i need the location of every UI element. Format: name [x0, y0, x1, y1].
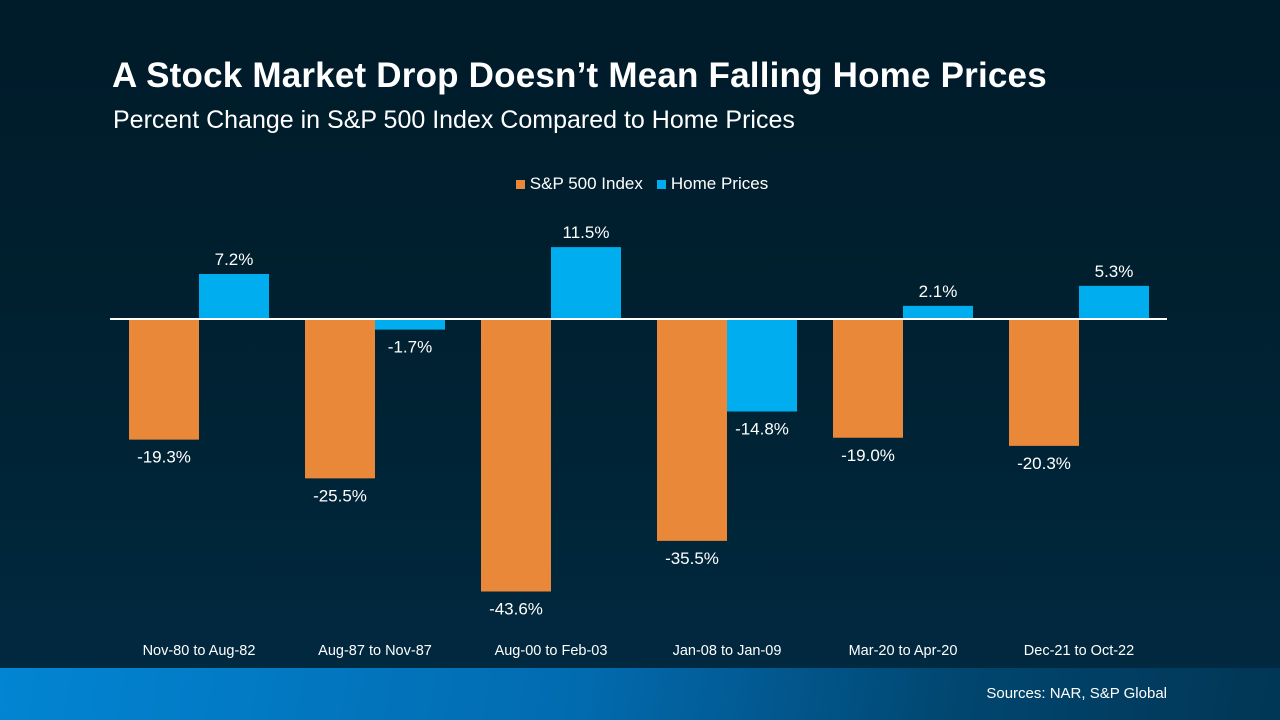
- bar-sp500: [1009, 319, 1079, 446]
- legend-item-home-prices: Home Prices: [656, 174, 769, 194]
- bar-home-prices: [375, 319, 445, 330]
- data-label: -19.3%: [137, 448, 191, 467]
- bar-chart: -19.3% -25.5% -43.6% -35.5% -19.0% -20.3% 7.2%…: [129, 223, 1149, 659]
- bar-home-prices: [903, 305, 973, 319]
- data-label: -20.3%: [1017, 454, 1071, 473]
- x-tick-label: Aug-00 to Feb-03: [495, 643, 608, 659]
- bar-sp500: [833, 319, 903, 438]
- data-label: -43.6%: [489, 600, 543, 619]
- data-label: 5.3%: [1095, 262, 1134, 281]
- data-label: 7.2%: [215, 250, 254, 269]
- legend: S&P 500 Index Home Prices: [0, 174, 1280, 194]
- data-label: -14.8%: [735, 420, 789, 439]
- bar-sp500: [129, 319, 199, 440]
- x-tick-label: Aug-87 to Nov-87: [318, 643, 432, 659]
- legend-label-sp500: S&P 500 Index: [529, 174, 643, 193]
- legend-label-home-prices: Home Prices: [670, 174, 769, 193]
- x-tick-label: Nov-80 to Aug-82: [143, 643, 256, 659]
- bar-home-prices: [727, 319, 797, 412]
- data-label: -19.0%: [841, 446, 895, 465]
- bar-home-prices: [551, 247, 621, 319]
- chart-subtitle: Percent Change in S&P 500 Index Compared…: [113, 106, 795, 134]
- x-tick-label: Mar-20 to Apr-20: [849, 643, 958, 659]
- chart-title: A Stock Market Drop Doesn’t Mean Falling…: [112, 56, 1047, 95]
- bar-sp500: [305, 319, 375, 479]
- data-label: -1.7%: [388, 338, 432, 357]
- x-tick-label: Jan-08 to Jan-09: [673, 643, 782, 659]
- bar-sp500: [481, 319, 551, 592]
- data-label: 2.1%: [919, 282, 958, 301]
- bar-sp500: [657, 319, 727, 541]
- legend-item-sp500: S&P 500 Index: [515, 174, 643, 194]
- source-text: Sources: NAR, S&P Global: [986, 685, 1167, 702]
- data-label: -25.5%: [313, 486, 367, 505]
- footer-bar: Sources: NAR, S&P Global: [0, 668, 1280, 720]
- data-label: 11.5%: [563, 223, 610, 242]
- legend-swatch-home-prices: [656, 179, 666, 189]
- data-label: -35.5%: [665, 549, 719, 568]
- x-tick-label: Dec-21 to Oct-22: [1024, 643, 1134, 659]
- legend-swatch-sp500: [515, 179, 525, 189]
- bar-home-prices: [1079, 285, 1149, 319]
- bar-home-prices: [199, 274, 269, 319]
